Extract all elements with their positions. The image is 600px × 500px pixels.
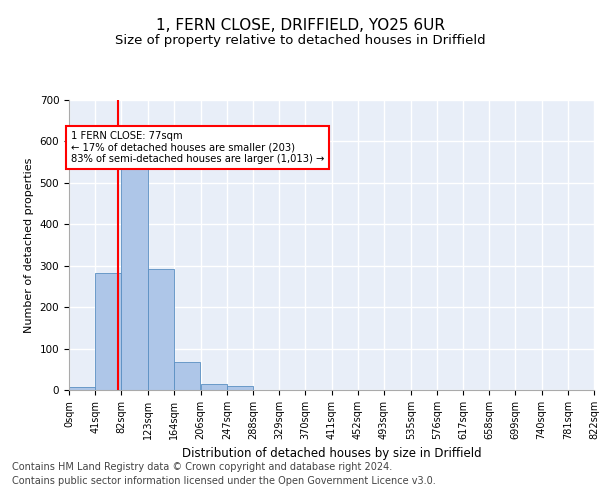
X-axis label: Distribution of detached houses by size in Driffield: Distribution of detached houses by size … xyxy=(182,448,481,460)
Bar xyxy=(227,386,253,390)
Bar xyxy=(200,384,227,390)
Text: Contains public sector information licensed under the Open Government Licence v3: Contains public sector information licen… xyxy=(12,476,436,486)
Bar xyxy=(121,158,148,390)
Y-axis label: Number of detached properties: Number of detached properties xyxy=(24,158,34,332)
Bar xyxy=(174,362,200,390)
Text: 1 FERN CLOSE: 77sqm
← 17% of detached houses are smaller (203)
83% of semi-detac: 1 FERN CLOSE: 77sqm ← 17% of detached ho… xyxy=(71,131,324,164)
Bar xyxy=(95,273,121,390)
Text: Contains HM Land Registry data © Crown copyright and database right 2024.: Contains HM Land Registry data © Crown c… xyxy=(12,462,392,472)
Bar xyxy=(69,386,95,390)
Text: Size of property relative to detached houses in Driffield: Size of property relative to detached ho… xyxy=(115,34,485,47)
Bar xyxy=(148,268,174,390)
Text: 1, FERN CLOSE, DRIFFIELD, YO25 6UR: 1, FERN CLOSE, DRIFFIELD, YO25 6UR xyxy=(155,18,445,32)
